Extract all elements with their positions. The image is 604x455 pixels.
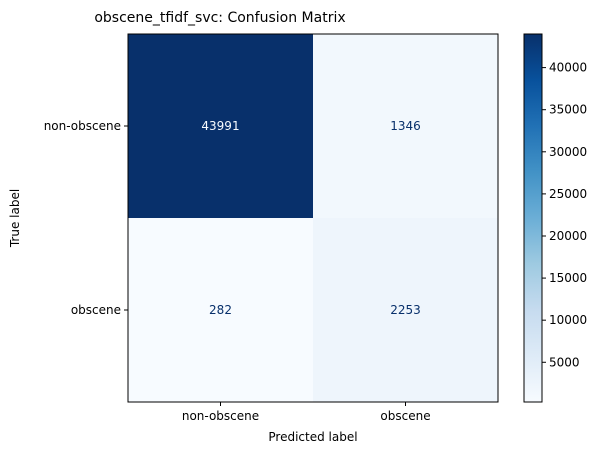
colorbar-tick-label: 25000: [549, 187, 587, 201]
matrix-cells: [128, 34, 498, 402]
cell-value-label: 1346: [390, 119, 421, 133]
y-axis-ticks: non-obscene obscene: [44, 119, 128, 317]
matrix-cell-labels: 43991 1346 282 2253: [201, 119, 420, 317]
x-axis-label: Predicted label: [268, 430, 357, 444]
matrix-cell: [128, 218, 313, 402]
y-tick-label: non-obscene: [44, 119, 121, 133]
colorbar-tick-label: 10000: [549, 313, 587, 327]
x-tick-label: non-obscene: [182, 409, 259, 423]
matrix-cell: [128, 34, 313, 218]
x-axis-ticks: non-obscene obscene: [182, 402, 431, 423]
y-axis-label: True label: [8, 189, 22, 248]
cell-value-label: 43991: [201, 119, 239, 133]
y-tick-label: obscene: [71, 303, 121, 317]
colorbar: [523, 33, 543, 403]
matrix-cell: [313, 218, 498, 402]
cell-value-label: 282: [209, 303, 232, 317]
plot-frame: [127, 33, 499, 403]
colorbar-tick-label: 40000: [549, 61, 587, 75]
colorbar-tick-label: 5000: [549, 355, 580, 369]
colorbar-ticks: 5000 10000 15000 20000 25000 30000 35000 40000: [542, 61, 587, 369]
colorbar-tick-label: 20000: [549, 229, 587, 243]
colorbar-tick-label: 30000: [549, 145, 587, 159]
colorbar-tick-label: 15000: [549, 271, 587, 285]
x-tick-label: obscene: [380, 409, 430, 423]
cell-value-label: 2253: [390, 303, 421, 317]
chart-title: obscene_tfidf_svc: Confusion Matrix: [94, 10, 345, 26]
matrix-cell: [313, 34, 498, 218]
colorbar-tick-label: 35000: [549, 103, 587, 117]
